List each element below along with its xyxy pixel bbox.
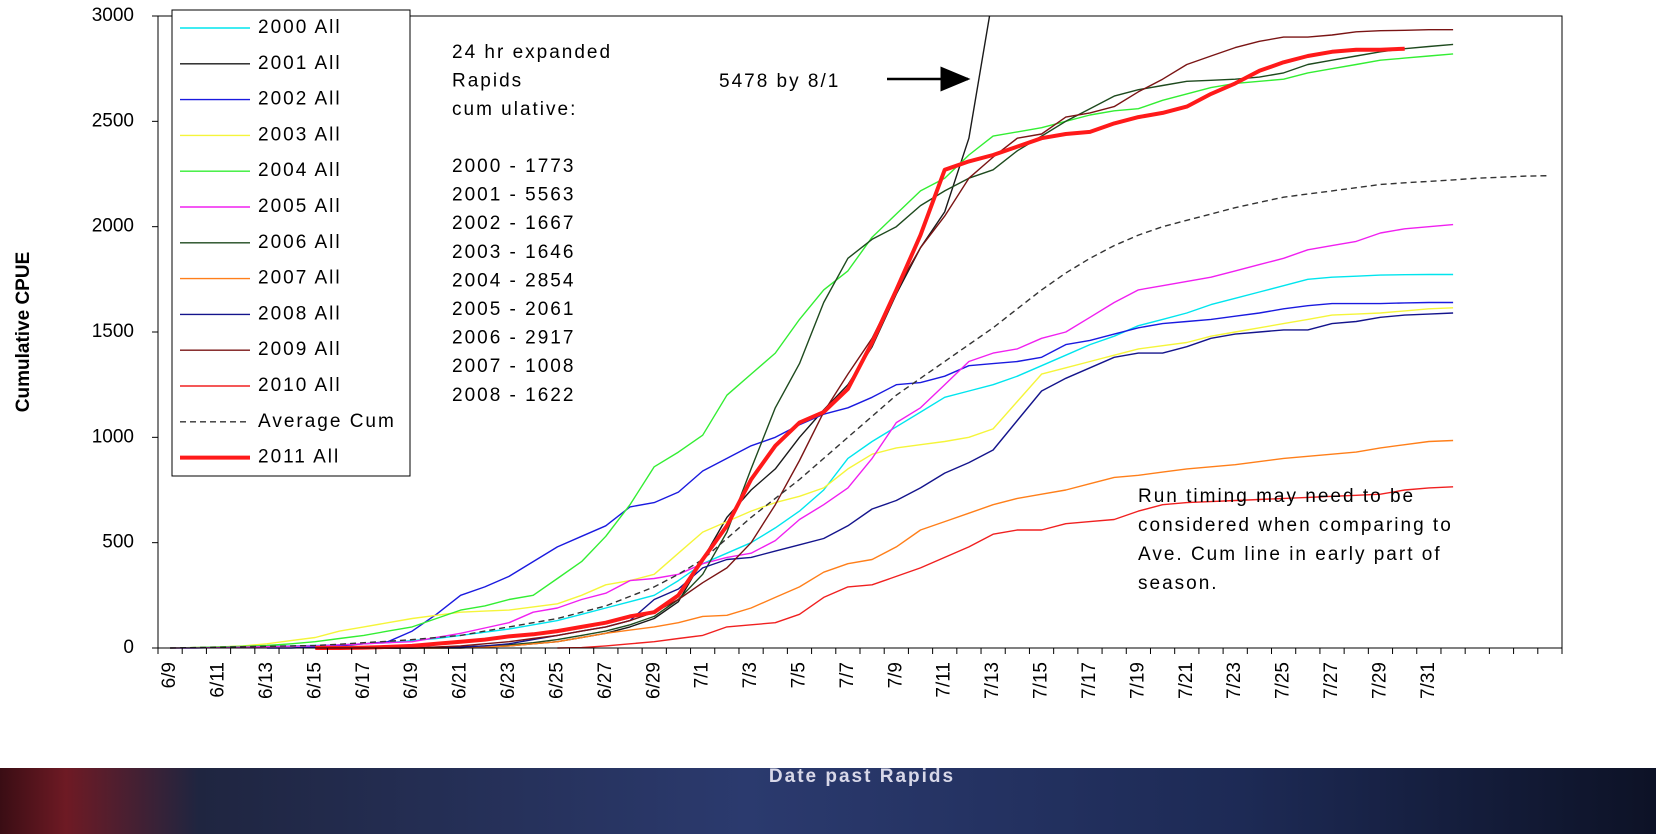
y-tick-label: 2000 [92, 216, 134, 237]
plot-area [170, 16, 1550, 650]
x-tick-label: 6/21 [450, 662, 471, 699]
footer-band [0, 768, 1656, 834]
y-tick-label: 2500 [92, 110, 134, 131]
x-tick-label: 6/25 [546, 662, 567, 699]
legend-label: Average Cum [258, 411, 396, 432]
note-total: 2008 - 1622 [452, 385, 575, 406]
note-total: 2001 - 5563 [452, 185, 575, 206]
caveat-note: season. [1138, 573, 1219, 594]
x-tick-label: 6/13 [256, 662, 277, 699]
y-tick-label: 3000 [92, 5, 134, 26]
series-line [315, 46, 1405, 650]
note-title: cum ulative: [452, 99, 577, 120]
x-tick-label: 7/17 [1079, 662, 1100, 699]
x-tick-label: 6/27 [595, 662, 616, 699]
note-title: 24 hr expanded [452, 42, 612, 63]
x-tick-label: 6/17 [353, 662, 374, 699]
series-line [557, 486, 1454, 649]
x-tick-label: 7/25 [1273, 662, 1294, 699]
x-tick-label: 7/23 [1224, 662, 1245, 699]
note-total: 2007 - 1008 [452, 356, 575, 377]
x-tick-label: 7/27 [1321, 662, 1342, 699]
y-axis-label: Cumulative CPUE [13, 252, 34, 412]
legend-label: 2006 All [258, 232, 342, 253]
series-line [170, 175, 1550, 649]
series-line [266, 301, 1454, 649]
x-tick-label: 7/7 [837, 662, 858, 688]
note-total: 2005 - 2061 [452, 299, 575, 320]
series-line [315, 43, 1454, 649]
x-tick-label: 7/1 [692, 662, 713, 688]
x-tick-label: 7/19 [1127, 662, 1148, 699]
legend-label: 2008 All [258, 303, 342, 324]
x-tick-label: 7/15 [1031, 662, 1052, 699]
x-tick-label: 6/19 [401, 662, 422, 699]
y-tick-label: 500 [102, 532, 134, 553]
x-tick-label: 7/13 [982, 662, 1003, 699]
caveat-note: considered when comparing to [1138, 515, 1453, 536]
series-line [412, 439, 1454, 649]
legend-label: 2009 All [258, 339, 342, 360]
series-line [170, 307, 1454, 649]
caveat-note: Run timing may need to be [1138, 486, 1415, 507]
x-axis-label: Date past Rapids [769, 766, 955, 787]
x-tick-label: 6/29 [643, 662, 664, 699]
series-line [315, 16, 991, 649]
y-tick-label: 1500 [92, 321, 134, 342]
note-total: 2002 - 1667 [452, 213, 575, 234]
note-total: 2003 - 1646 [452, 242, 575, 263]
x-tick-label: 7/3 [740, 662, 761, 688]
note-total: 2006 - 2917 [452, 328, 575, 349]
x-tick-label: 7/5 [788, 662, 809, 688]
legend-label: 2011 All [258, 447, 340, 468]
note-box [440, 30, 615, 422]
x-tick-label: 6/11 [208, 662, 229, 698]
x-tick-label: 7/21 [1176, 662, 1197, 699]
legend-label: 2004 All [258, 160, 342, 181]
series-line [170, 223, 1454, 649]
legend-label: 2003 All [258, 124, 342, 145]
x-tick-label: 7/31 [1418, 662, 1439, 699]
legend-label: 2000 All [258, 17, 342, 38]
legend-label: 2001 All [258, 53, 342, 74]
x-tick-label: 6/9 [159, 662, 180, 688]
x-tick-label: 6/15 [304, 662, 325, 699]
y-tick-label: 0 [123, 637, 134, 658]
note-title: Rapids [452, 71, 523, 92]
legend-label: 2007 All [258, 268, 342, 289]
caveat-note: Ave. Cum line in early part of [1138, 544, 1442, 565]
x-tick-label: 7/11 [934, 662, 955, 698]
note-total: 2000 - 1773 [452, 156, 575, 177]
legend-label: 2005 All [258, 196, 342, 217]
x-tick-label: 7/29 [1369, 662, 1390, 699]
note-total: 2004 - 2854 [452, 270, 575, 291]
arrow-note: 5478 by 8/1 [719, 71, 840, 92]
legend-label: 2002 All [258, 89, 342, 110]
legend-label: 2010 All [258, 375, 342, 396]
y-tick-label: 1000 [92, 426, 134, 447]
x-tick-label: 6/23 [498, 662, 519, 699]
x-tick-label: 7/9 [885, 662, 906, 688]
